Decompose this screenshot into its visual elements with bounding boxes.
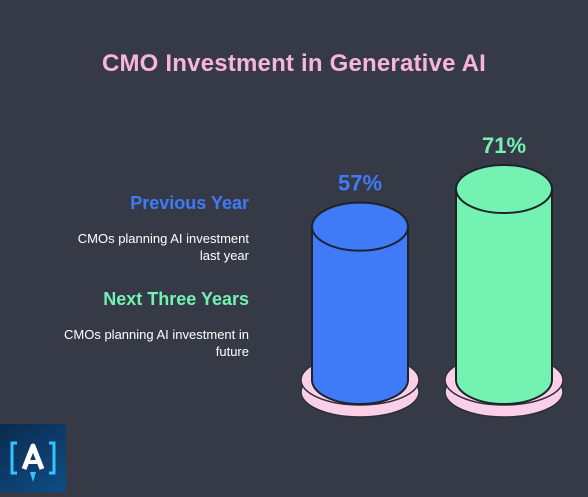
legend-previous-description: CMOs planning AI investment last year [9, 230, 249, 264]
legend-previous-line2: last year [199, 248, 249, 263]
bar-group-1: 57% [300, 171, 420, 418]
rocket-a-logo-icon [0, 424, 66, 492]
bar-1 [311, 225, 409, 405]
data-label-1: 57% [338, 171, 382, 196]
bar-top-1 [311, 201, 409, 252]
legend-previous-heading: Previous Year [130, 193, 249, 213]
data-label-2: 71% [482, 133, 526, 158]
legend-next-description: CMOs planning AI investment in future [9, 326, 249, 360]
legend-previous-line1: CMOs planning AI investment [77, 231, 249, 246]
bar-2 [455, 188, 553, 405]
legend-next-line2: future [215, 344, 249, 359]
chart-title: CMO Investment in Generative AI [101, 50, 487, 77]
legend-previous: Previous Year CMOs planning AI investmen… [9, 193, 249, 264]
legend-next: Next Three Years CMOs planning AI invest… [9, 289, 249, 360]
bar-group-2: 71% [444, 133, 564, 418]
legend-next-line1: CMOs planning AI investment in [64, 327, 249, 342]
legend-next-heading: Next Three Years [103, 289, 249, 309]
bar-top-2 [455, 164, 553, 214]
